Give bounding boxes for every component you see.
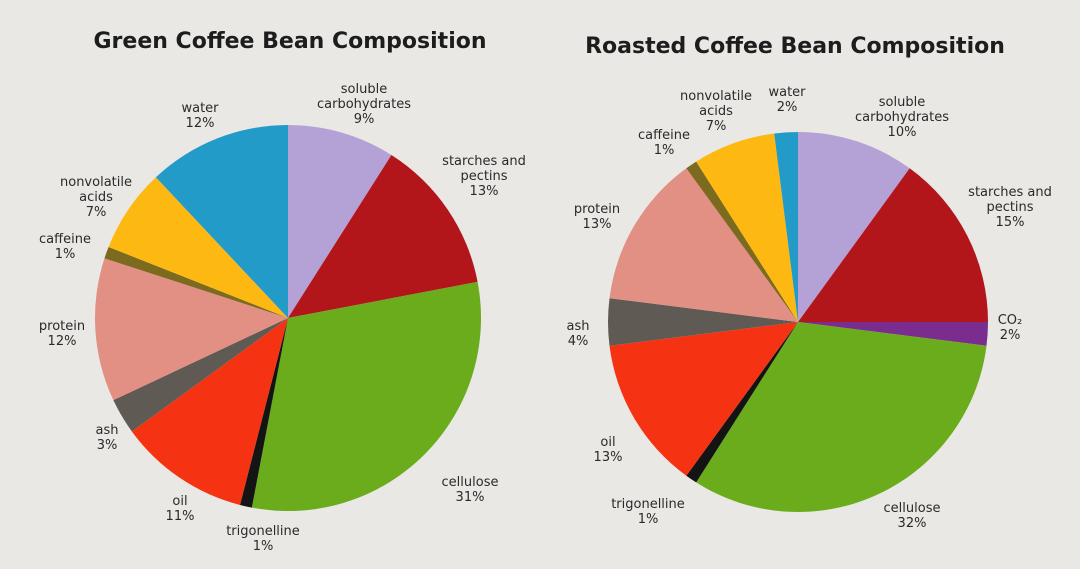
pie-slice-co2 bbox=[798, 322, 988, 346]
pie-slice-soluble-carbohydrates bbox=[288, 124, 392, 318]
pie-slice-starches-and-pectins bbox=[288, 155, 478, 318]
pie-slice-nonvolatile-acids bbox=[696, 133, 798, 322]
pie-slice-trigonelline bbox=[686, 322, 798, 483]
slice-label-starches-and-pectins: starches and pectins 15% bbox=[968, 185, 1052, 230]
slice-label-cellulose: cellulose 32% bbox=[884, 501, 941, 531]
pie-slice-ash bbox=[113, 318, 289, 432]
pie-slice-nonvolatile-acids bbox=[108, 177, 288, 318]
slice-label-caffeine: caffeine 1% bbox=[638, 128, 690, 158]
slice-label-oil: oil 11% bbox=[166, 494, 195, 524]
slice-label-water: water 12% bbox=[181, 101, 219, 131]
slice-label-cellulose: cellulose 31% bbox=[442, 475, 499, 505]
slice-label-water: water 2% bbox=[768, 85, 806, 115]
slice-label-trigonelline: trigonelline 1% bbox=[226, 524, 300, 554]
pie-chart-2: Roasted Coffee Bean Composition soluble ca… bbox=[567, 34, 1052, 531]
slice-label-oil: oil 13% bbox=[594, 435, 623, 465]
pie-chart-1: Green Coffee Bean Composition soluble carb… bbox=[39, 29, 526, 554]
slice-label-soluble-carbohydrates: soluble carbohydrates 9% bbox=[317, 82, 411, 127]
pie-slice-ash bbox=[608, 298, 798, 346]
slice-label-ash: ash 4% bbox=[567, 319, 590, 349]
pie-slice-starches-and-pectins bbox=[798, 168, 988, 322]
chart-title: Roasted Coffee Bean Composition bbox=[585, 34, 1005, 59]
pie-slice-soluble-carbohydrates bbox=[798, 132, 910, 322]
slice-label-caffeine: caffeine 1% bbox=[39, 232, 91, 262]
pie-slice-protein bbox=[609, 168, 798, 322]
pie-slice-cellulose bbox=[251, 281, 481, 511]
slice-label-trigonelline: trigonelline 1% bbox=[611, 497, 685, 527]
slice-label-protein: protein 13% bbox=[574, 202, 620, 232]
slice-label-ash: ash 3% bbox=[96, 423, 119, 453]
pie-slice-water bbox=[774, 132, 798, 322]
pie-slice-oil bbox=[131, 318, 288, 505]
pie-slice-oil bbox=[609, 322, 798, 476]
slice-label-co2: CO₂ 2% bbox=[998, 313, 1023, 343]
pie-slice-water bbox=[155, 124, 288, 318]
slice-label-soluble-carbohydrates: soluble carbohydrates 10% bbox=[855, 95, 949, 140]
pie-slice-protein bbox=[95, 258, 288, 401]
pie-slice-caffeine bbox=[686, 161, 798, 322]
slice-label-starches-and-pectins: starches and pectins 13% bbox=[442, 154, 526, 199]
chart-title: Green Coffee Bean Composition bbox=[93, 29, 486, 54]
slice-label-nonvolatile-acids: nonvolatile acids 7% bbox=[680, 89, 752, 134]
pie-slice-trigonelline bbox=[240, 318, 288, 508]
pie-slice-cellulose bbox=[696, 322, 987, 512]
pie-slice-caffeine bbox=[104, 246, 288, 318]
slice-label-protein: protein 12% bbox=[39, 319, 85, 349]
slice-label-nonvolatile-acids: nonvolatile acids 7% bbox=[60, 175, 132, 220]
